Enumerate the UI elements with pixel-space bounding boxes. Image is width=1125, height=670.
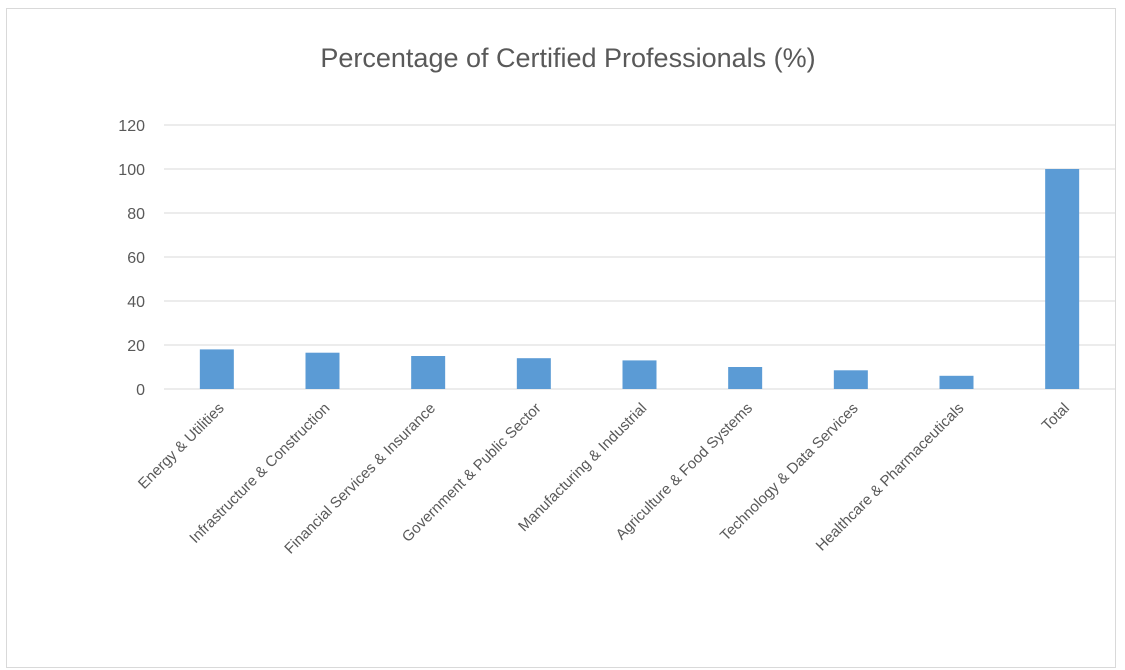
chart-title: Percentage of Certified Professionals (%… <box>320 43 815 73</box>
y-tick-label: 40 <box>127 294 145 311</box>
bar <box>622 360 657 389</box>
bar <box>833 370 868 389</box>
x-tick-label: Energy & Utilities <box>135 400 228 493</box>
bar-chart: Percentage of Certified Professionals (%… <box>118 43 1115 558</box>
y-tick-label: 60 <box>127 250 145 267</box>
y-tick-label: 80 <box>127 206 145 223</box>
bars <box>199 169 1080 389</box>
y-tick-label: 20 <box>127 338 145 355</box>
x-tick-label: Total <box>1039 400 1073 434</box>
y-tick-label: 0 <box>136 382 145 399</box>
bar <box>1045 169 1080 389</box>
y-tick-label: 120 <box>118 118 145 135</box>
bar <box>516 358 551 389</box>
chart-area: Percentage of Certified Professionals (%… <box>6 8 1116 668</box>
bar <box>939 375 974 389</box>
y-axis-ticks: 0 20 40 60 80 100 120 <box>118 118 145 399</box>
bar <box>411 356 446 389</box>
bar <box>305 352 340 389</box>
y-tick-label: 100 <box>118 162 145 179</box>
gridlines <box>164 124 1115 390</box>
bar <box>199 349 234 389</box>
bar <box>728 367 763 389</box>
